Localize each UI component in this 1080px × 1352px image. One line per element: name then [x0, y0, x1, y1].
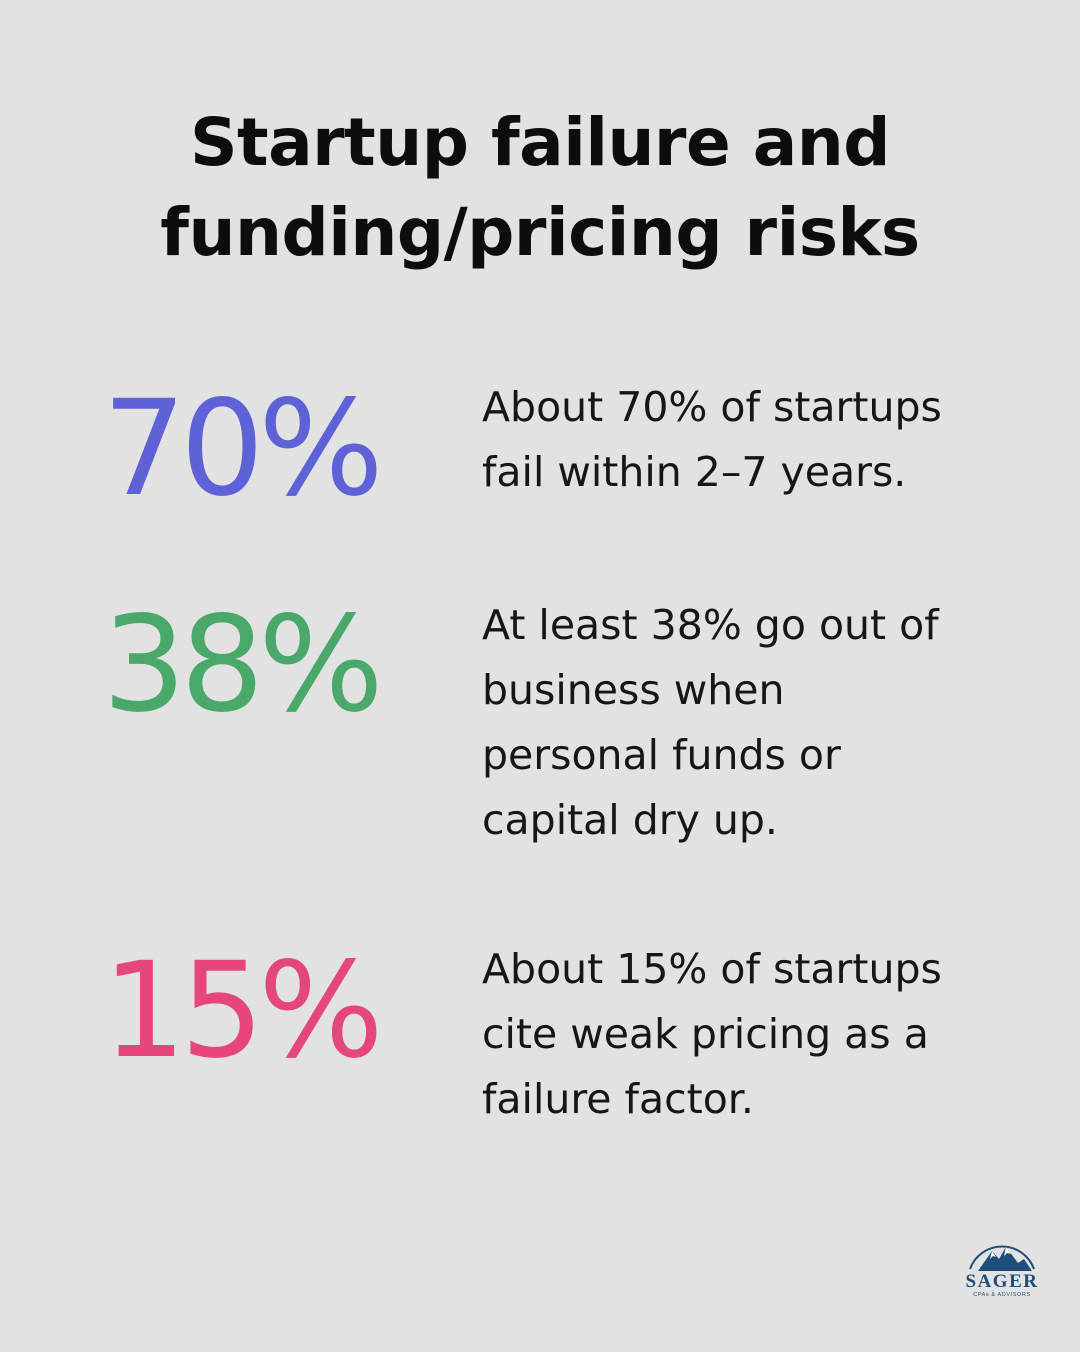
stat-description-line: cite weak pricing as a	[482, 1010, 929, 1058]
page-title: Startup failure and funding/pricing risk…	[60, 98, 1020, 278]
mountain-logo-icon: SAGER CPAs & ADVISORS	[966, 1245, 1039, 1298]
title-line-1: Startup failure and	[190, 104, 890, 181]
stat-description-line: business when	[482, 666, 785, 714]
stat-description-line: failure factor.	[482, 1075, 754, 1123]
stat-description-line: At least 38% go out of	[482, 601, 939, 649]
logo-name: SAGER	[966, 1271, 1039, 1292]
sager-logo: SAGER CPAs & ADVISORS	[952, 1233, 1052, 1313]
stat-value: 70%	[102, 372, 383, 526]
stat-description: About 70% of startups fail within 2–7 ye…	[482, 375, 1042, 505]
stat-description-line: capital dry up.	[482, 796, 778, 844]
stat-description-line: About 70% of startups	[482, 383, 942, 431]
stat-description: At least 38% go out of business when per…	[482, 593, 1042, 853]
stat-value: 38%	[102, 588, 383, 742]
logo-tagline: CPAs & ADVISORS	[973, 1292, 1031, 1298]
stat-description-line: About 15% of startups	[482, 945, 942, 993]
stat-description-line: fail within 2–7 years.	[482, 448, 907, 496]
stat-value: 15%	[102, 934, 383, 1088]
stat-description-line: personal funds or	[482, 731, 841, 779]
title-line-2: funding/pricing risks	[160, 194, 920, 271]
stat-description: About 15% of startups cite weak pricing …	[482, 937, 1042, 1132]
